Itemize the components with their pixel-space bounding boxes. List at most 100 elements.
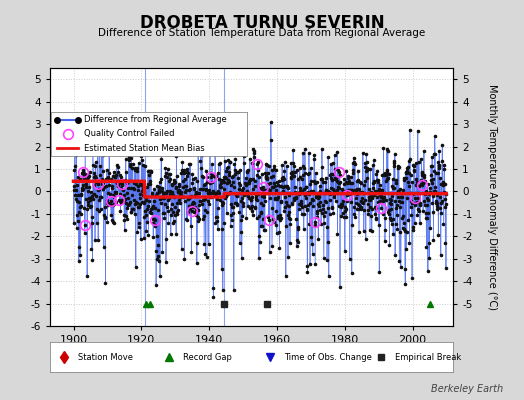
Point [425, 254, 433, 261]
Point [104, 174, 112, 180]
Point [230, 161, 238, 168]
Point [86, 189, 95, 195]
Point [315, 199, 324, 205]
Point [367, 228, 376, 235]
Point [157, 176, 165, 182]
Point [422, 210, 430, 216]
Point [107, 184, 116, 191]
Point [225, 178, 233, 184]
Point [407, 198, 416, 205]
Point [119, 192, 128, 198]
Point [386, 206, 395, 213]
Point [335, 185, 344, 192]
Point [115, 180, 123, 186]
Point [231, 171, 239, 177]
Point [223, 165, 232, 172]
Point [243, 168, 252, 174]
Point [392, 212, 401, 218]
Point [261, 174, 270, 180]
Point [302, 195, 311, 201]
Point [239, 185, 247, 192]
Point [281, 272, 290, 279]
Point [105, 182, 113, 188]
Point [305, 170, 313, 176]
Point [398, 199, 406, 206]
Point [102, 183, 110, 189]
Point [388, 192, 396, 199]
Point [247, 203, 256, 209]
Point [439, 182, 447, 188]
Point [336, 200, 345, 207]
Point [287, 175, 295, 181]
Point [289, 147, 297, 153]
Point [318, 210, 326, 216]
Point [130, 211, 139, 218]
Point [283, 202, 291, 208]
Point [258, 187, 267, 193]
Point [191, 203, 199, 210]
Point [74, 192, 82, 199]
Point [266, 249, 274, 255]
Point [370, 188, 379, 194]
Point [125, 178, 134, 184]
Point [246, 205, 255, 212]
Point [333, 167, 342, 173]
Point [414, 159, 423, 165]
Point [122, 212, 130, 219]
Point [292, 194, 300, 200]
Point [171, 204, 179, 211]
Point [297, 197, 305, 204]
Point [404, 217, 412, 224]
Point [156, 273, 164, 279]
Point [376, 190, 384, 196]
Point [96, 163, 105, 170]
Point [161, 165, 170, 171]
Point [376, 198, 385, 204]
Point [80, 205, 89, 212]
Point [259, 184, 267, 190]
Point [212, 190, 221, 196]
Point [286, 216, 294, 222]
Point [79, 186, 87, 192]
Point [374, 199, 383, 206]
Point [316, 176, 325, 183]
Point [250, 150, 258, 156]
Point [430, 133, 439, 140]
Point [332, 174, 340, 181]
Point [76, 204, 84, 210]
Point [264, 214, 272, 220]
Point [434, 232, 442, 238]
Point [378, 187, 386, 194]
Point [429, 175, 437, 182]
Point [238, 213, 247, 219]
Point [243, 180, 252, 186]
Point [414, 205, 422, 212]
Point [440, 162, 449, 169]
Point [277, 183, 286, 190]
Point [251, 204, 259, 211]
Point [364, 166, 373, 172]
Point [339, 189, 347, 195]
Point [401, 266, 409, 272]
Point [266, 187, 274, 194]
Point [263, 175, 271, 182]
Point [312, 194, 320, 200]
Point [142, 196, 150, 203]
Point [361, 160, 369, 166]
Point [188, 201, 196, 208]
Point [220, 186, 228, 192]
Point [167, 206, 176, 212]
Point [78, 170, 86, 176]
Point [129, 206, 137, 212]
Point [267, 174, 276, 180]
Point [106, 202, 115, 209]
Point [360, 182, 368, 188]
Point [310, 156, 318, 162]
Point [439, 221, 447, 227]
Point [340, 214, 348, 220]
Point [146, 181, 154, 187]
Point [190, 186, 199, 193]
Point [133, 168, 141, 175]
Point [286, 240, 294, 246]
Point [297, 202, 305, 208]
